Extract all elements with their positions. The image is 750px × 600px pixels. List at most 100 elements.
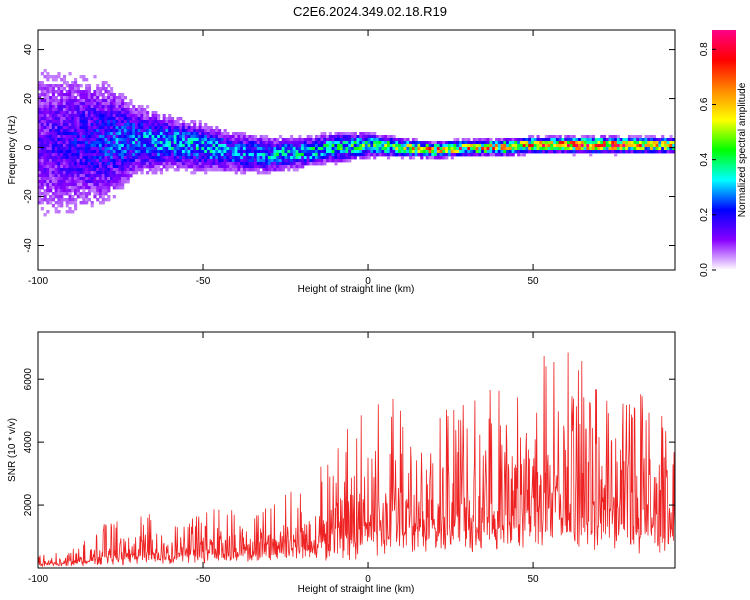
heatmap-cell <box>290 162 294 166</box>
heatmap-cell <box>82 150 86 154</box>
heatmap-cell <box>107 108 111 112</box>
heatmap-cell <box>334 150 338 154</box>
heatmap-cell <box>533 150 537 154</box>
heatmap-cell <box>51 195 56 199</box>
heatmap-cell <box>295 141 299 145</box>
heatmap-cell <box>193 135 197 139</box>
heatmap-cell <box>110 126 114 130</box>
heatmap-cell <box>112 99 116 103</box>
heatmap-cell <box>284 150 288 154</box>
heatmap-cell <box>378 141 382 145</box>
heatmap-cell <box>542 138 546 142</box>
heatmap-cell <box>522 153 526 157</box>
heatmap-cell <box>126 150 130 154</box>
heatmap-cell <box>273 162 277 166</box>
heatmap-cell <box>422 144 427 148</box>
heatmap-cell <box>104 141 108 145</box>
heatmap-cell <box>43 69 47 73</box>
heatmap-cell <box>242 147 247 151</box>
heatmap-cell <box>134 165 139 169</box>
heatmap-cell <box>76 102 80 106</box>
heatmap-cell <box>49 177 53 181</box>
heatmap-cell <box>140 150 144 154</box>
heatmap-cell <box>176 141 180 145</box>
heatmap-cell <box>118 177 122 181</box>
heatmap-cell <box>129 138 133 142</box>
heatmap-cell <box>129 111 133 115</box>
heatmap-cell <box>46 99 50 103</box>
heatmap-cell <box>79 138 83 142</box>
heatmap-cell <box>223 138 227 142</box>
heatmap-cell <box>154 135 158 139</box>
heatmap-cell <box>76 90 80 94</box>
heatmap-cell <box>378 138 382 142</box>
heatmap-cell <box>110 153 114 157</box>
heatmap-cell <box>215 162 219 166</box>
heatmap-cell <box>591 150 596 154</box>
heatmap-cell <box>494 144 499 148</box>
heatmap-cell <box>478 144 482 148</box>
heatmap-cell <box>107 99 111 103</box>
heatmap-cell <box>134 135 139 139</box>
heatmap-cell <box>101 168 105 172</box>
heatmap-cell <box>306 144 310 148</box>
heatmap-cell <box>90 114 94 118</box>
heatmap-cell <box>503 138 507 142</box>
heatmap-cell <box>98 162 103 166</box>
heatmap-cell <box>566 141 571 145</box>
heatmap-cell <box>434 150 438 154</box>
heatmap-cell <box>517 150 521 154</box>
heatmap-cell <box>143 126 147 130</box>
heatmap-cell <box>140 126 144 130</box>
heatmap-cell <box>229 144 233 148</box>
heatmap-cell <box>46 93 50 97</box>
heatmap-cell <box>110 102 114 106</box>
heatmap-cell <box>475 144 479 148</box>
heatmap-cell <box>287 159 291 163</box>
heatmap-cell <box>630 147 634 151</box>
heatmap-cell <box>148 135 152 139</box>
heatmap-cell <box>400 153 404 157</box>
heatmap-cell <box>395 150 399 154</box>
heatmap-cell <box>151 111 155 115</box>
heatmap-cell <box>323 156 327 160</box>
heatmap-cell <box>74 105 78 109</box>
heatmap-cell <box>339 153 344 157</box>
heatmap-cell <box>406 153 410 157</box>
heatmap-cell <box>87 84 92 88</box>
heatmap-cell <box>60 144 64 148</box>
heatmap-cell <box>201 147 205 151</box>
heatmap-cell <box>98 195 103 199</box>
heatmap-cell <box>54 168 58 172</box>
heatmap-cell <box>76 153 80 157</box>
heatmap-cell <box>201 162 205 166</box>
heatmap-cell <box>403 144 407 148</box>
heatmap-cell <box>193 129 197 133</box>
heatmap-cell <box>165 165 169 169</box>
heatmap-cell <box>134 156 139 160</box>
heatmap-cell <box>121 117 125 121</box>
heatmap-cell <box>62 186 67 190</box>
heatmap-cell <box>140 153 144 157</box>
heatmap-cell <box>353 153 357 157</box>
heatmap-cell <box>98 150 103 154</box>
heatmap-cell <box>251 168 255 172</box>
heatmap-cell <box>49 132 53 136</box>
heatmap-cell <box>107 156 111 160</box>
heatmap-cell <box>267 141 272 145</box>
heatmap-cell <box>62 168 67 172</box>
heatmap-cell <box>101 198 105 202</box>
heatmap-cell <box>561 138 565 142</box>
heatmap-cell <box>661 150 665 154</box>
heatmap-cell <box>46 174 50 178</box>
heatmap-cell <box>87 144 92 148</box>
heatmap-cell <box>62 99 67 103</box>
heatmap-cell <box>82 132 86 136</box>
heatmap-cell <box>165 120 169 124</box>
heatmap-cell <box>652 147 657 151</box>
heatmap-cell <box>51 144 56 148</box>
heatmap-cell <box>98 126 103 130</box>
heatmap-frame <box>37 29 676 271</box>
heatmap-cell <box>519 150 524 154</box>
heatmap-cell <box>198 129 202 133</box>
